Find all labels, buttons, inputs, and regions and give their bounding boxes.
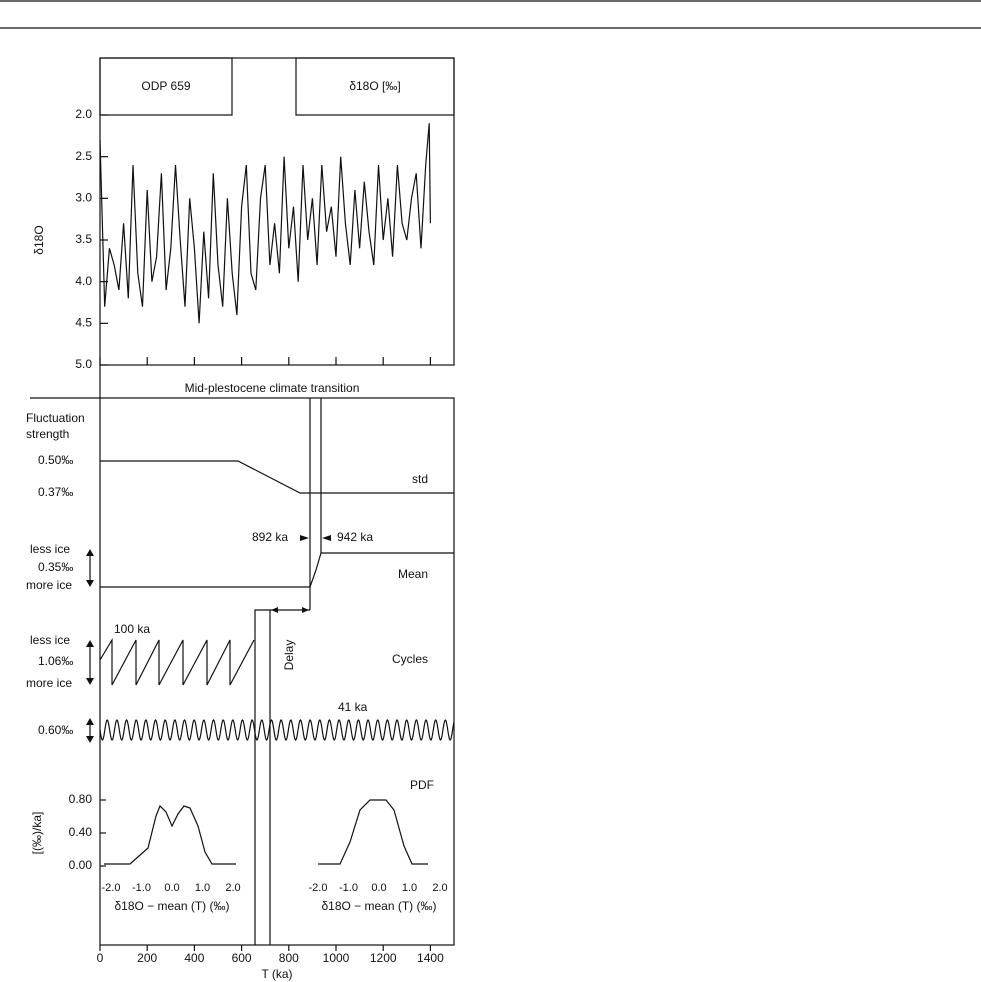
annotation: Mean	[398, 567, 428, 581]
annotation: 1.06‰	[38, 654, 73, 668]
y-tick-label: 4.5	[75, 316, 92, 330]
inset-y-tick-label: 0.00	[69, 858, 93, 872]
y-tick-label: 3.5	[75, 232, 92, 246]
y-tick-label: 4.0	[75, 274, 92, 288]
annotation: std	[412, 472, 428, 486]
mean-curve	[100, 552, 454, 588]
x-tick-label: 200	[137, 951, 157, 965]
annotation: Delay	[282, 640, 296, 671]
x-tick-label: 1200	[370, 951, 397, 965]
label-box	[295, 57, 455, 116]
annotation: more ice	[26, 676, 72, 690]
annotation: strength	[26, 427, 69, 441]
pdf-curve	[318, 799, 428, 865]
inset-x-tick-label: 0.0	[371, 882, 386, 894]
obliquity-cycles	[99, 719, 455, 741]
label-box	[99, 57, 233, 116]
x-tick-label: 0	[97, 951, 104, 965]
annotation: 0.60‰	[38, 723, 73, 737]
y-tick-label: 2.0	[75, 107, 92, 121]
annotation: less ice	[30, 633, 70, 647]
annotation: 0.35‰	[38, 560, 73, 574]
inset-y-label: [(‰)/ka]	[30, 812, 44, 855]
series-label: δ18O [‰]	[349, 79, 400, 93]
x-tick-label: 1000	[323, 951, 350, 965]
annotation: 0.50‰	[38, 453, 73, 467]
inset-y-tick-label: 0.40	[69, 825, 93, 839]
panel-label: ODP 659	[141, 79, 190, 93]
y-tick-label: 3.0	[75, 191, 92, 205]
annotation: less ice	[30, 542, 70, 556]
inset-x-label: δ18O − mean (T) (‰)	[114, 899, 229, 913]
top-panel-frame	[99, 57, 455, 366]
annotation: 942 ka	[337, 530, 373, 544]
inset-x-tick-label: -2.0	[102, 882, 121, 894]
annotation: 0.37‰	[38, 485, 73, 499]
inset-x-tick-label: 1.0	[402, 882, 417, 894]
annotation: 41 ka	[338, 700, 368, 714]
lower-panel-frame	[99, 397, 455, 946]
annotation: more ice	[26, 578, 72, 592]
delay-line	[254, 609, 310, 945]
annotation: PDF	[410, 778, 434, 792]
annotation: 100 ka	[114, 622, 150, 636]
std-curve	[100, 460, 454, 494]
y-tick-label: 5.0	[75, 357, 92, 371]
pdf-curve	[104, 804, 236, 865]
inset-x-tick-label: 2.0	[432, 882, 447, 894]
y-tick-label: 2.5	[75, 149, 92, 163]
x-tick-label: 800	[279, 951, 299, 965]
inset-x-tick-label: -1.0	[339, 882, 358, 894]
x-tick-label: 400	[184, 951, 204, 965]
inset-x-tick-label: 2.0	[225, 882, 240, 894]
arrowhead	[300, 535, 331, 541]
x-tick-label: 600	[232, 951, 252, 965]
x-tick-label: 1400	[417, 951, 444, 965]
annotation: 892 ka	[252, 530, 288, 544]
inset-x-tick-label: -2.0	[309, 882, 328, 894]
arrowhead	[86, 718, 94, 743]
annotation: Fluctuation	[26, 411, 85, 425]
inset-y-tick-label: 0.80	[69, 792, 93, 806]
sawtooth-cycles	[99, 637, 255, 686]
inset-x-tick-label: -1.0	[132, 882, 151, 894]
inset-x-tick-label: 0.0	[164, 882, 179, 894]
x-axis-label: T (ka)	[261, 967, 292, 981]
y-axis-label: δ18O	[32, 225, 46, 254]
schematic-title: Mid-plestocene climate transition	[185, 381, 360, 395]
inset-x-tick-label: 1.0	[195, 882, 210, 894]
inset-x-label: δ18O − mean (T) (‰)	[321, 899, 436, 913]
annotation: Cycles	[392, 652, 428, 666]
data-line	[99, 123, 431, 324]
